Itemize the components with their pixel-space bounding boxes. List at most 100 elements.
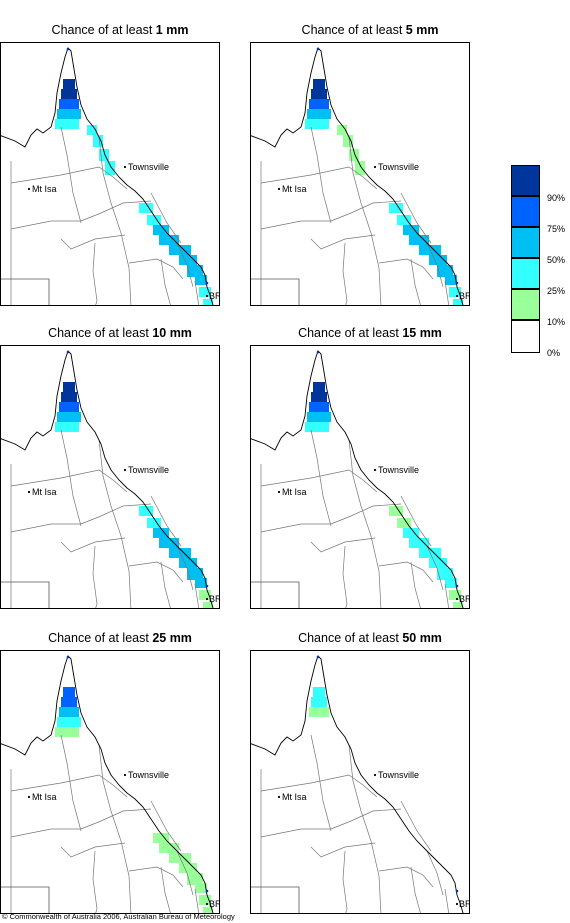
probability-cell [313,382,325,392]
probability-cell [153,528,169,538]
district-boundary [260,166,378,190]
probability-cell [159,538,179,548]
legend-swatch-0 [511,320,540,353]
town-label-townsville: Townsville [378,465,419,475]
rainfall-map: Townsville Mt Isa BRIS [250,345,470,609]
probability-cell [57,109,81,119]
island-mark [205,281,209,285]
town-dot [123,165,127,169]
probability-cell [59,99,79,109]
legend-swatch-25 [511,258,540,289]
town-dot [455,597,459,601]
district-boundary [378,561,434,583]
probability-cell [309,402,329,412]
coastline [251,655,464,913]
island-mark [316,350,320,354]
district-boundary [342,850,348,913]
district-boundary [98,439,132,608]
district-boundary [310,537,376,553]
district-boundary [98,744,132,913]
probability-cell [187,265,203,277]
island-mark [316,47,320,51]
coastline [1,655,214,913]
district-boundary [410,258,421,305]
probability-cell [389,203,403,213]
probability-cell [429,558,447,568]
probability-cell [153,833,169,843]
district-boundary [426,545,444,591]
district-boundary [426,242,444,288]
town-dot [455,294,459,298]
district-boundary [60,126,82,224]
queensland-map-svg: Townsville Mt Isa BRIS [1,47,219,305]
rainfall-map: Townsville Mt Isa BRIS [250,650,470,914]
probability-cell [307,109,331,119]
district-boundary [330,200,402,222]
district-boundary [10,469,128,493]
copyright-notice: © Commonwealth of Australia 2006, Austra… [2,912,235,921]
probability-cell [349,149,359,161]
probability-cell [187,873,203,885]
probability-cell [199,287,211,297]
town-label-mt-isa: Mt Isa [282,792,307,802]
island-mark [66,655,70,659]
color-legend: 90% 75% 50% 25% 10% 0% [511,165,570,358]
probability-cell [343,135,353,147]
island-mark [66,350,70,354]
district-boundary [310,842,376,858]
town-label-mt-isa: Mt Isa [282,487,307,497]
probability-cell [195,883,207,893]
probability-cell [453,602,463,608]
panel-title: Chance of at least 50 mm [298,631,442,645]
island-mark [455,584,459,588]
probability-cell [199,590,211,600]
town-label-brisbane: BRIS [209,899,219,909]
district-boundary [330,503,402,525]
panel-title: Chance of at least 10 mm [48,326,192,340]
probability-cell [57,412,81,422]
town-dot [277,187,281,191]
island-mark [66,47,70,51]
probability-cell [203,602,213,608]
district-boundary [348,136,382,305]
town-label-townsville: Townsville [128,770,169,780]
probability-cell [187,568,203,580]
district-boundary [260,469,378,493]
town-label-brisbane: BRIS [209,594,219,604]
district-boundary [60,537,126,553]
probability-cell [309,707,329,717]
district-boundary [426,850,444,896]
probability-cell [55,422,79,432]
district-boundary [444,888,450,913]
coastline [1,47,214,305]
probability-cell [179,558,197,568]
town-dot [205,902,209,906]
probability-cell [203,907,213,913]
district-boundary [410,561,421,608]
probability-cell [179,863,197,873]
town-dot [27,490,31,494]
town-dot [205,597,209,601]
district-boundary [260,523,331,533]
queensland-map-svg: Townsville Mt Isa BRIS [251,655,469,913]
district-boundary [378,258,434,280]
probability-cell [397,215,411,225]
town-label-brisbane: BRIS [459,594,469,604]
district-boundary [80,200,152,222]
district-boundary [378,866,434,888]
probability-cell [159,843,179,853]
probability-cell [453,299,463,305]
district-boundary [160,866,171,913]
panel-title: Chance of at least 15 mm [298,326,442,340]
district-boundary [342,545,348,608]
district-boundary [194,280,200,305]
probability-cell [195,578,207,588]
probability-cell [59,402,79,412]
district-boundary [410,866,421,913]
probability-cell [61,697,77,707]
probability-cell [61,89,77,99]
district-boundary [128,258,184,280]
town-dot [373,165,377,169]
town-dot [277,795,281,799]
probability-cell [403,225,419,235]
